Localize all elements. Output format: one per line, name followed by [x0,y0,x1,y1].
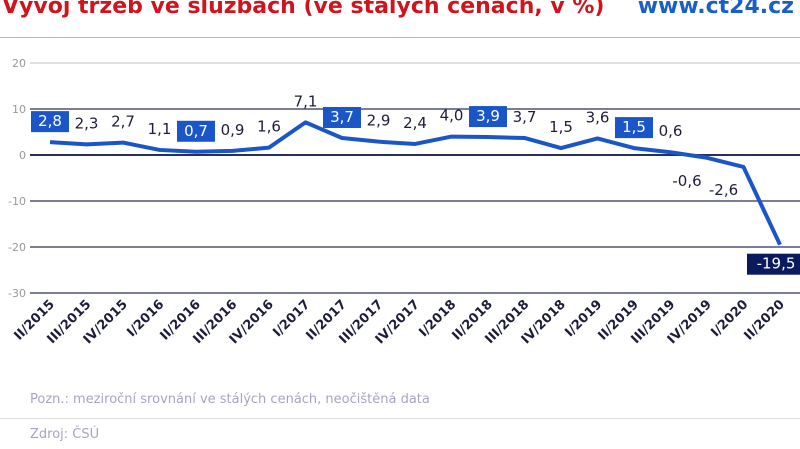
data-label-box [323,106,361,128]
data-label: 2,8 [38,112,62,130]
footer-divider [0,418,800,419]
y-tick-label: -30 [8,287,26,300]
data-label: 1,6 [257,118,281,136]
data-label: 2,9 [367,112,391,130]
data-label-box [747,253,800,275]
y-tick-label: -10 [8,195,26,208]
y-tick-label: 20 [12,57,26,70]
data-label: 1,5 [549,118,573,136]
data-label: 3,6 [586,108,610,126]
line-chart: 20100-10-20-302,8II/20152,3III/20152,7IV… [8,57,800,347]
series-line [49,120,782,246]
data-label: 7,1 [294,92,318,110]
data-label: 2,4 [403,114,427,132]
data-label-box [31,111,69,133]
data-label: 3,7 [513,108,537,126]
header-divider [0,37,800,38]
data-label: 2,7 [111,113,135,131]
x-tick-label: II/2020 [741,297,787,343]
data-label: 0,7 [184,122,208,140]
data-label-box [469,106,507,128]
data-label: 3,9 [476,107,500,125]
data-label: 1,1 [148,120,172,138]
y-tick-label: 10 [12,103,26,116]
data-label: -2,6 [709,181,738,199]
data-label: -0,6 [672,172,701,190]
chart-source: Zdroj: ČSÚ [30,427,100,442]
data-label: 0,6 [659,122,683,140]
data-label: 1,5 [622,118,646,136]
data-label: 3,7 [330,108,354,126]
chart-note: Pozn.: meziroční srovnání ve stálých cen… [30,392,430,407]
chart-title: Vývoj tržeb ve službách (ve stálých cená… [2,0,605,19]
brand-link[interactable]: www.ct24.cz [637,0,794,19]
y-tick-label: 0 [19,149,26,162]
data-label: -19,5 [757,255,796,273]
data-label-box [615,117,653,139]
data-label: 2,3 [75,114,99,132]
y-tick-label: -20 [8,241,26,254]
data-label-box [177,120,215,142]
data-label: 0,9 [221,121,245,139]
data-label: 4,0 [440,107,464,125]
